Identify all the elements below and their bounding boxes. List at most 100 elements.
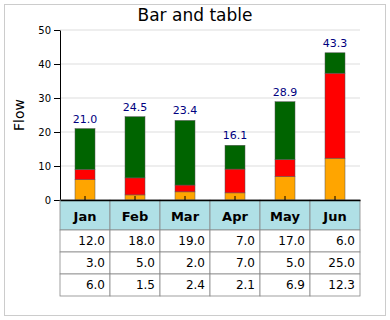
table-header-cell (260, 200, 310, 230)
table-value: 12.0 (78, 234, 105, 248)
x-tick-label: Jan (73, 209, 97, 224)
bar-segment (75, 129, 95, 170)
x-axis: Jan Feb Mar Apr May Jun (61, 196, 361, 224)
x-tick: Mar (171, 196, 200, 224)
x-tick: Apr (222, 196, 248, 224)
y-tick: 20 (38, 127, 60, 138)
y-tick-mark (54, 166, 60, 167)
table-cell (310, 252, 360, 274)
table-value: 25.0 (328, 256, 355, 270)
y-tick-label: 0 (45, 195, 51, 206)
table-cell (260, 230, 310, 252)
table-value: 18.0 (128, 234, 155, 248)
table-value: 2.4 (186, 278, 205, 292)
plot: 21.024.523.416.128.943.30102030405012.01… (38, 25, 360, 296)
bar-segment (275, 160, 295, 177)
x-tick: Feb (122, 196, 148, 224)
chart: 21.024.523.416.128.943.30102030405012.01… (0, 0, 390, 320)
table-cell (210, 274, 260, 296)
bar-segment (175, 120, 195, 185)
x-tick: May (270, 196, 300, 224)
table-cell (260, 274, 310, 296)
total-label: 21.0 (73, 113, 98, 126)
x-axis-line (61, 200, 361, 202)
bar-segment (125, 117, 145, 178)
y-axis-line (60, 31, 61, 201)
chart-frame (5, 5, 386, 316)
total-label: 43.3 (323, 37, 348, 50)
x-tick-mark (85, 196, 86, 200)
bar-segment (75, 180, 95, 200)
table-cell (210, 230, 260, 252)
x-tick-mark (135, 196, 136, 200)
table-header-cell (160, 200, 210, 230)
total-label: 16.1 (223, 129, 248, 142)
table-cell (110, 274, 160, 296)
table-cell (60, 252, 110, 274)
table-value: 3.0 (86, 256, 105, 270)
table-value: 5.0 (136, 256, 155, 270)
grid-line (60, 132, 360, 133)
x-tick-mark (285, 196, 286, 200)
table-cell (210, 252, 260, 274)
bars (75, 53, 345, 200)
table-cell (110, 230, 160, 252)
x-tick-mark (335, 196, 336, 200)
grid (60, 30, 360, 200)
table-header-cell (110, 200, 160, 230)
table-cell (60, 274, 110, 296)
x-tick-label: Mar (171, 209, 200, 224)
data-table: 12.018.019.07.017.06.03.05.02.07.05.025.… (60, 200, 360, 296)
bar-segment (175, 185, 195, 192)
table-value: 19.0 (178, 234, 205, 248)
table-value: 2.0 (186, 256, 205, 270)
table-header-cell (310, 200, 360, 230)
grid-line (60, 64, 360, 65)
y-axis-title: Flow (11, 99, 27, 131)
table-value: 7.0 (236, 256, 255, 270)
table-cell (310, 230, 360, 252)
y-tick-label: 30 (38, 93, 51, 104)
y-tick-label: 20 (38, 127, 51, 138)
total-label: 28.9 (273, 86, 298, 99)
table-value: 5.0 (286, 256, 305, 270)
x-tick-mark (235, 196, 236, 200)
table-cell (60, 230, 110, 252)
x-tick-label: Apr (222, 209, 248, 224)
table-value: 6.9 (286, 278, 305, 292)
table-cell (310, 274, 360, 296)
y-tick: 0 (45, 195, 60, 206)
table-value: 7.0 (236, 234, 255, 248)
x-tick: Jun (322, 196, 346, 224)
y-tick: 10 (38, 161, 60, 172)
x-tick-label: Jun (322, 209, 346, 224)
chart-title: Bar and table (138, 5, 253, 25)
bar-segment (325, 158, 345, 200)
table-header-cell (60, 200, 110, 230)
y-tick-label: 50 (38, 25, 51, 36)
bar-segment (175, 192, 195, 200)
grid-line (60, 98, 360, 99)
table-value: 2.1 (236, 278, 255, 292)
grid-line (60, 30, 360, 31)
table-cell (110, 252, 160, 274)
x-tick: Jan (73, 196, 97, 224)
table-cell (160, 274, 210, 296)
y-tick-mark (54, 200, 60, 201)
y-tick-mark (54, 132, 60, 133)
table-header-cell (210, 200, 260, 230)
y-tick-label: 40 (38, 59, 51, 70)
table-value: 1.5 (136, 278, 155, 292)
table-value: 12.3 (328, 278, 355, 292)
bar-segment (275, 102, 295, 160)
y-tick: 30 (38, 93, 60, 104)
bar-segment (225, 193, 245, 200)
y-axis: 0 10 20 30 40 50 (38, 25, 60, 206)
y-tick-mark (54, 64, 60, 65)
y-tick-label: 10 (38, 161, 51, 172)
bar-segment (125, 195, 145, 200)
x-tick-mark (185, 196, 186, 200)
y-tick: 50 (38, 25, 60, 36)
total-label: 24.5 (123, 101, 148, 114)
y-tick-mark (54, 98, 60, 99)
